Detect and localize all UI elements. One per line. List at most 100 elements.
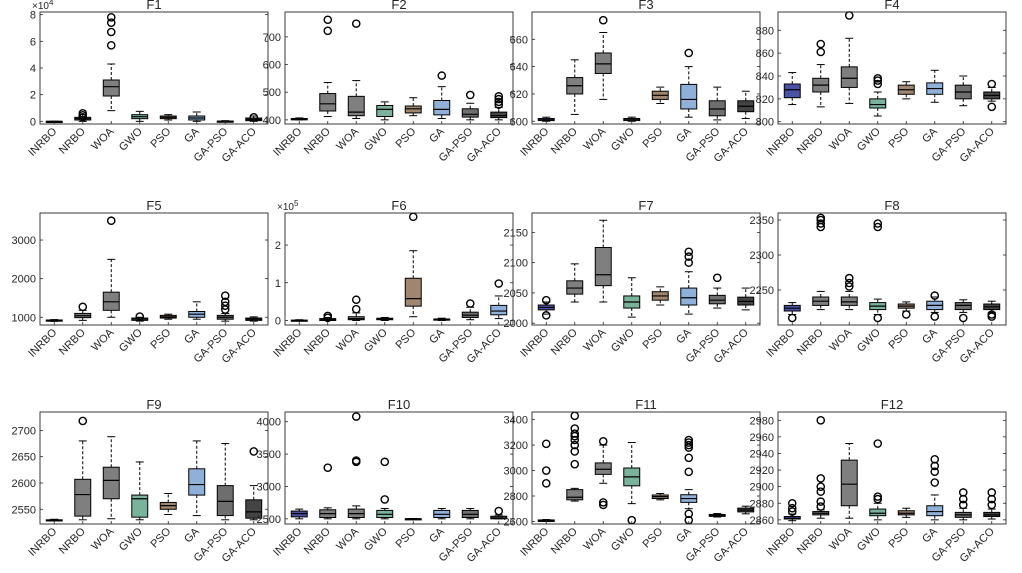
outlier-point	[323, 463, 333, 472]
outlier-point	[958, 313, 968, 323]
x-tick-label: WOA	[89, 326, 117, 354]
iqr-box	[680, 287, 698, 306]
box-nrbo	[812, 39, 830, 108]
outlier-point	[844, 282, 854, 291]
outlier-point	[106, 13, 116, 22]
x-tick-label: GA	[920, 326, 940, 346]
box-ga-aco	[490, 506, 508, 520]
box-inrbo	[290, 508, 308, 520]
panel-title: F11	[635, 397, 656, 412]
iqr-box	[131, 494, 149, 518]
y-tick-label: 0	[30, 116, 36, 128]
box-pso	[404, 517, 422, 521]
x-tick-label: PSO	[393, 525, 418, 550]
box-ga	[926, 69, 944, 103]
panel-title: F12	[881, 397, 903, 412]
iqr-box	[319, 93, 337, 112]
x-tick-label: INRBO	[26, 125, 59, 158]
y-tick-label: 2000	[12, 274, 36, 286]
x-tick-label: WOA	[827, 326, 855, 354]
iqr-box	[102, 466, 120, 500]
panel-f12: F12 2860 2880 2900 2920 2940 2960 2980 INRBONRBO…	[750, 397, 1007, 565]
multiplier-base: ×10	[32, 1, 49, 12]
y-tick-label: 620	[510, 89, 528, 101]
iqr-box	[594, 52, 612, 74]
outlier-point	[873, 492, 883, 501]
y-tick-label: 2980	[750, 415, 774, 427]
outlier-point	[787, 498, 797, 508]
outlier-point	[78, 302, 88, 312]
y-tick-label: 3400	[504, 415, 528, 427]
y-tick-label: 2700	[12, 425, 36, 437]
iqr-box	[594, 462, 612, 475]
box-ga	[680, 247, 698, 315]
axes-frame	[39, 411, 269, 525]
iqr-box	[404, 277, 422, 307]
box-pso	[159, 313, 177, 320]
x-tick-label: INRBO	[518, 125, 551, 158]
outlier-point	[494, 279, 504, 288]
outlier-point	[541, 295, 551, 305]
y-tick-label: 2900	[750, 482, 774, 494]
iqr-box	[566, 489, 584, 501]
outlier-point	[598, 436, 608, 446]
x-tick-label: NRBO	[549, 125, 580, 156]
box-ga-aco	[983, 79, 1001, 112]
outlier-point	[351, 19, 361, 28]
box-woa	[347, 295, 365, 321]
box-nrbo	[812, 213, 830, 311]
plot-area	[285, 213, 513, 325]
x-tick-label: PSO	[886, 525, 911, 550]
box-ga	[433, 317, 451, 321]
outlier-point	[816, 497, 826, 506]
y-tick-label: 2960	[750, 432, 774, 444]
outlier-point	[987, 488, 997, 497]
iqr-box	[245, 499, 263, 519]
box-inrbo	[783, 72, 801, 106]
outlier-point	[465, 299, 475, 308]
x-tick-label: NRBO	[57, 525, 88, 556]
y-tick-label: 1000	[12, 312, 36, 324]
box-pso	[897, 507, 915, 518]
outlier-point	[816, 39, 826, 49]
outlier-point	[684, 258, 694, 267]
box-inrbo	[45, 319, 63, 322]
multiplier-exponent: 4	[49, 0, 54, 7]
outlier-point	[684, 438, 694, 447]
x-tick-label: GA	[182, 125, 202, 145]
axis-multiplier: ×105	[277, 199, 299, 213]
outlier-point	[323, 15, 333, 25]
iqr-box	[433, 99, 451, 116]
outlier-point	[249, 447, 259, 456]
box-pso	[651, 286, 669, 306]
box-ga-aco	[490, 92, 508, 121]
iqr-box	[926, 505, 944, 517]
multiplier-base: ×10	[277, 202, 294, 213]
x-tick-label: WOA	[334, 125, 362, 153]
outlier-point	[220, 297, 230, 307]
x-tick-label: NRBO	[549, 326, 580, 357]
box-ga	[188, 301, 206, 320]
y-tick-label: 2920	[750, 465, 774, 477]
outlier-point	[598, 500, 608, 510]
box-pso	[897, 81, 915, 100]
x-tick-label: WOA	[334, 326, 362, 354]
box-woa	[347, 412, 365, 520]
x-tick-label: NRBO	[549, 525, 580, 556]
box-gwo	[131, 110, 149, 122]
panel-title: F3	[638, 0, 653, 12]
multiplier-exponent: 5	[294, 199, 299, 208]
axes-frame	[531, 411, 761, 525]
outlier-point	[816, 47, 826, 57]
y-tick-label: 2300	[750, 250, 774, 262]
x-tick-label: INRBO	[764, 125, 797, 158]
iqr-box	[954, 302, 972, 311]
axes-frame	[284, 11, 514, 125]
outlier-point	[930, 291, 940, 300]
